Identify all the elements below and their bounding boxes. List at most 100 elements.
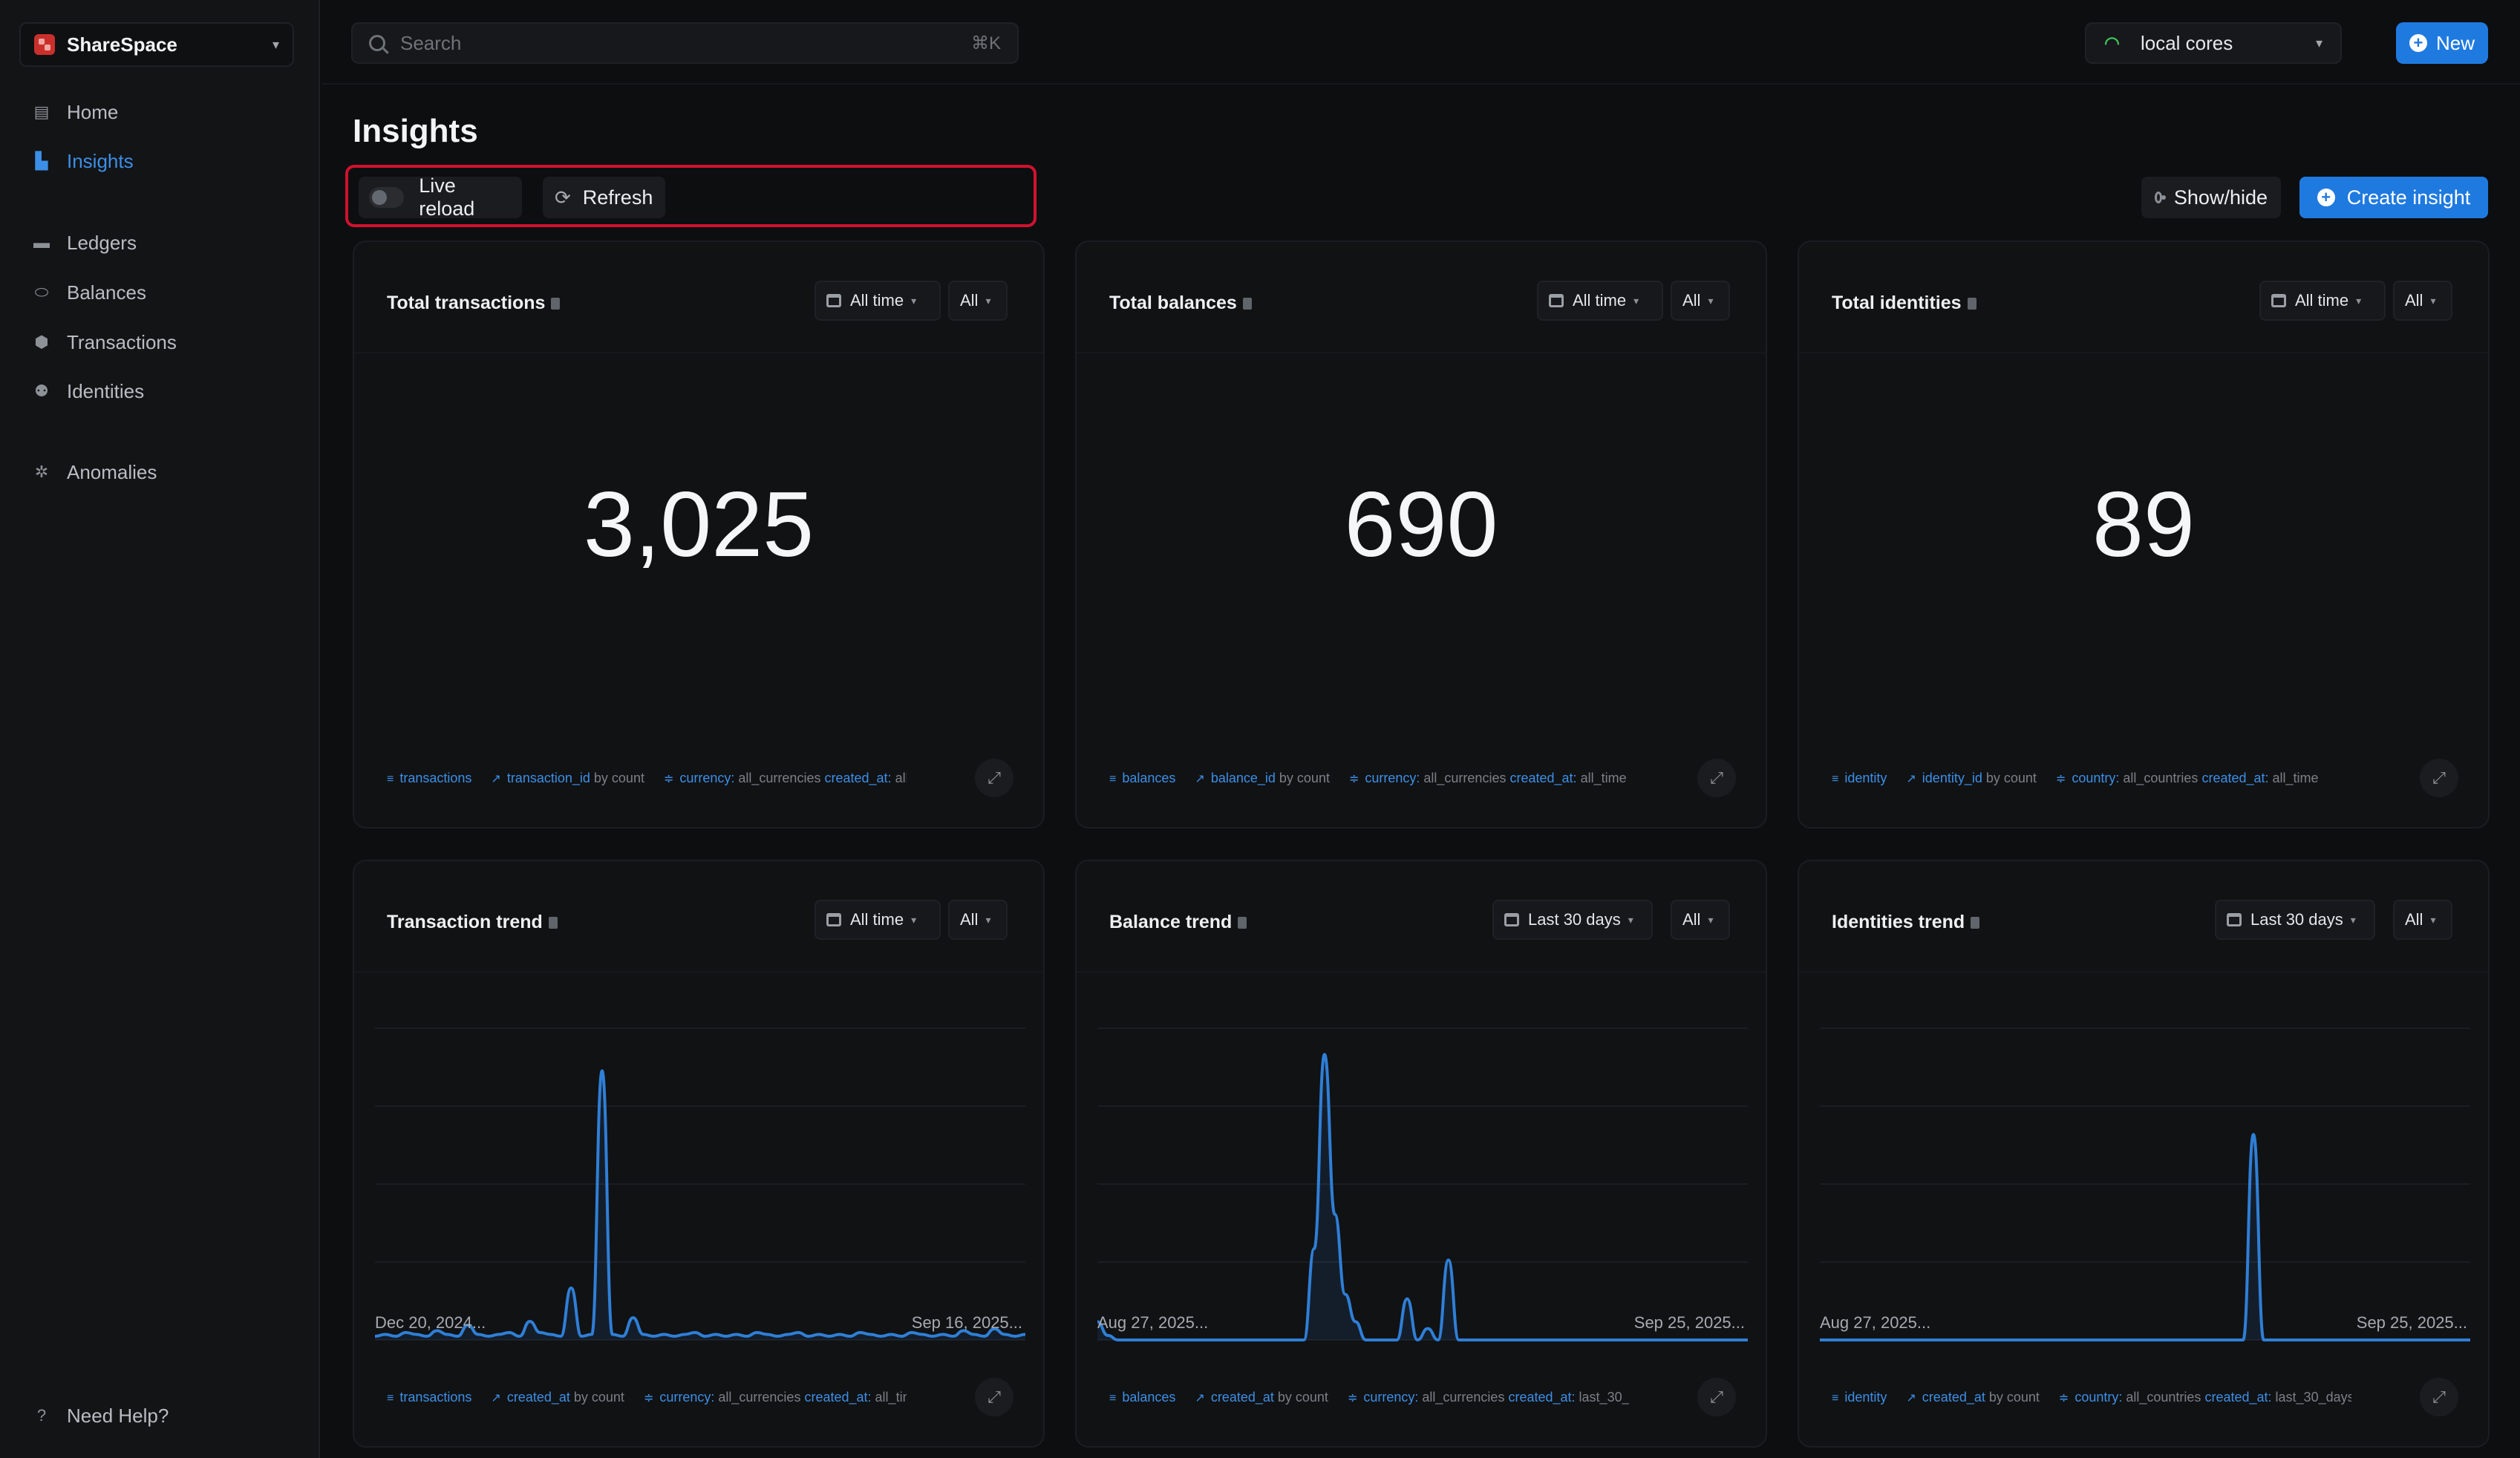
metric-label: transaction_id	[506, 770, 590, 785]
chevron-down-icon: ▾	[272, 36, 279, 52]
expand-icon[interactable]: ⤢	[1697, 1378, 1736, 1416]
series-area	[1097, 1054, 1748, 1340]
source-chip[interactable]: ≡ transactions	[387, 771, 471, 786]
filter-chip[interactable]: ≑ currency: all_currencies created_at: la…	[1348, 1390, 1629, 1405]
filter-select[interactable]: All ▾	[948, 281, 1008, 321]
source-label: transactions	[399, 1389, 472, 1405]
sidebar-item-insights[interactable]: ▙ Insights	[31, 141, 298, 181]
filter-chip[interactable]: ≑ currency: all_currencies created_at: al…	[644, 1390, 907, 1405]
bug-icon: ✲	[34, 462, 49, 481]
sidebar-item-balances[interactable]: ⬭ Balances	[31, 272, 298, 313]
time-range-select[interactable]: All time ▾	[815, 281, 941, 321]
filter-chip[interactable]: ≑ currency: all_currencies created_at: al…	[664, 771, 907, 786]
agg-label: by count	[1988, 1389, 2040, 1405]
sidebar-item-identities[interactable]: ⚉ Identities	[31, 371, 298, 411]
metric-chip[interactable]: ↗ transaction_id by count	[491, 771, 644, 786]
live-reload-toggle[interactable]: Live reload	[359, 174, 522, 220]
agg-label: by count	[1277, 1389, 1328, 1405]
card-title-text: Balance trend	[1109, 912, 1233, 932]
refresh-button[interactable]: ⟳ Refresh	[543, 177, 665, 218]
expand-icon[interactable]: ⤢	[2420, 1378, 2458, 1416]
filter-chip[interactable]: ≑ country: all_countries created_at: all_…	[2056, 771, 2319, 786]
filter-select[interactable]: All ▾	[1671, 281, 1730, 321]
source-chip[interactable]: ≡ transactions	[387, 1390, 471, 1405]
filter-value: all_countries	[2123, 770, 2199, 785]
filter-value: all_currencies	[1422, 1389, 1505, 1405]
card-footer: ≡ transactions ↗ created_at by count ≑ curr…	[387, 1375, 1011, 1419]
chevron-down-icon: ▾	[985, 294, 991, 307]
metric-chip[interactable]: ↗ balance_id by count	[1195, 771, 1330, 786]
chevron-down-icon: ▾	[1708, 913, 1714, 926]
calendar-icon	[826, 913, 841, 926]
calendar-icon	[2271, 294, 2286, 307]
calendar-icon	[826, 294, 841, 307]
filter-chip[interactable]: ≑ currency: all_currencies created_at: al…	[1349, 771, 1627, 786]
time-range-select[interactable]: Last 30 days ▾	[1492, 900, 1653, 940]
source-chip[interactable]: ≡ identity	[1832, 1390, 1887, 1405]
search-input[interactable]: Search ⌘K	[351, 22, 1019, 64]
metric-chip[interactable]: ↗ created_at by count	[1906, 1390, 2040, 1405]
filter2-value: all_time	[1580, 770, 1627, 785]
info-icon	[551, 298, 561, 310]
environment-select[interactable]: ◠ local cores ▾	[2085, 22, 2342, 64]
trend-icon: ↗	[491, 1391, 501, 1405]
chart-icon: ▙	[35, 151, 48, 170]
card-footer: ≡ identity ↗ identity_id by count ≑ country…	[1832, 756, 2455, 800]
sidebar-item-ledgers[interactable]: ▬ Ledgers	[31, 223, 298, 263]
expand-icon[interactable]: ⤢	[975, 1378, 1013, 1416]
expand-icon[interactable]: ⤢	[1697, 759, 1736, 797]
time-range-label: All time	[850, 910, 904, 929]
metric-chip[interactable]: ↗ created_at by count	[1195, 1390, 1328, 1405]
sidebar-item-label: Identities	[67, 379, 145, 402]
time-range-label: Last 30 days	[2250, 910, 2343, 929]
metric-chip[interactable]: ↗ created_at by count	[491, 1390, 624, 1405]
x-axis-start-label: Aug 27, 2025...	[1097, 1313, 1209, 1332]
search-shortcut: ⌘K	[970, 33, 1001, 53]
insight-card: Identities trend Last 30 days ▾ All ▾ Au…	[1798, 860, 2490, 1448]
sidebar-item-anomalies[interactable]: ✲ Anomalies	[31, 452, 298, 492]
series-line	[1097, 1053, 1748, 1342]
time-range-label: All time	[2295, 291, 2349, 310]
trend-icon: ↗	[1906, 1391, 1916, 1405]
calendar-icon	[1549, 294, 1564, 307]
filter-select[interactable]: All ▾	[2393, 900, 2452, 940]
org-switcher[interactable]: ShareSpace ▾	[19, 22, 294, 67]
database-icon: ≡	[1832, 772, 1839, 785]
filter-select[interactable]: All ▾	[1671, 900, 1730, 940]
filter-label: All	[2405, 291, 2423, 310]
trend-chart	[1820, 1027, 2470, 1341]
new-button[interactable]: + New	[2396, 22, 2488, 64]
topbar	[321, 0, 2520, 85]
info-icon	[1238, 917, 1247, 929]
sidebar-item-label: Balances	[67, 281, 146, 304]
info-icon	[1967, 298, 1976, 310]
time-range-select[interactable]: All time ▾	[1537, 281, 1663, 321]
create-insight-label: Create insight	[2346, 186, 2471, 209]
chevron-down-icon: ▾	[2430, 294, 2436, 307]
source-chip[interactable]: ≡ balances	[1109, 771, 1175, 786]
need-help-link[interactable]: ? Need Help?	[31, 1396, 298, 1436]
sidebar-item-transactions[interactable]: ⬢ Transactions	[31, 322, 298, 362]
show-hide-button[interactable]: Show/hide	[2141, 177, 2281, 218]
filter-select[interactable]: All ▾	[948, 900, 1008, 940]
expand-icon[interactable]: ⤢	[2420, 759, 2458, 797]
expand-icon[interactable]: ⤢	[975, 759, 1013, 797]
card-title: Balance trend	[1109, 912, 1247, 933]
filter-chip[interactable]: ≑ country: all_countries created_at: last…	[2059, 1390, 2351, 1405]
time-range-select[interactable]: All time ▾	[815, 900, 941, 940]
create-insight-button[interactable]: + Create insight	[2299, 177, 2488, 218]
filter2-value: all_time	[875, 1389, 907, 1405]
source-chip[interactable]: ≡ identity	[1832, 771, 1887, 786]
metric-chip[interactable]: ↗ identity_id by count	[1906, 771, 2037, 786]
info-icon	[548, 917, 558, 929]
time-range-select[interactable]: Last 30 days ▾	[2215, 900, 2375, 940]
source-chip[interactable]: ≡ balances	[1109, 1390, 1175, 1405]
sidebar-item-home[interactable]: ▤ Home	[31, 92, 298, 132]
search-icon	[369, 35, 385, 51]
time-range-select[interactable]: All time ▾	[2259, 281, 2386, 321]
filter-select[interactable]: All ▾	[2393, 281, 2452, 321]
source-label: identity	[1844, 770, 1887, 785]
filter2-key: created_at:	[2201, 770, 2269, 785]
card-header	[1077, 861, 1766, 972]
org-name: ShareSpace	[67, 33, 177, 56]
